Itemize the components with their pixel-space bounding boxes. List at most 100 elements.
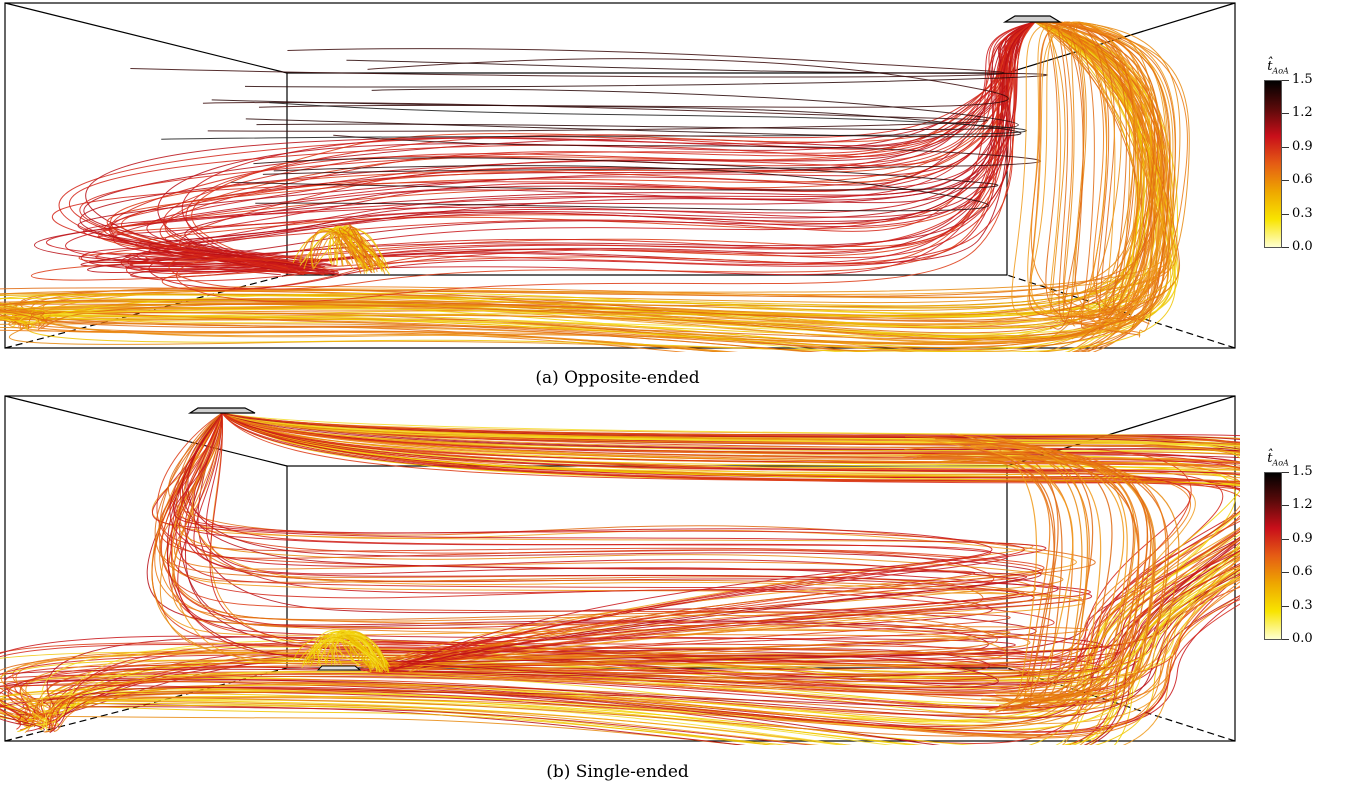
colorbar-tick-label: 0.0 [1292,631,1313,646]
colorbar-tick-label: 0.3 [1292,598,1313,613]
streamline [0,412,1240,733]
streamline [244,59,1048,88]
streamline [905,435,1152,707]
streamline [121,21,1036,262]
streamline [1074,21,1126,323]
streamline [187,412,1042,670]
streamline [1055,21,1144,327]
streamline [1055,21,1153,327]
streamline [172,412,1025,665]
colorbar-a: t̂AoA 1.5 1.2 0.9 0.6 0.3 0.0 [1258,59,1348,254]
streamline [173,412,1031,672]
streamline [0,412,1192,727]
streamline [19,412,1240,721]
streamline [0,412,1240,725]
streamline [314,233,365,266]
streamline [1045,21,1190,340]
streamline [181,21,1036,272]
streamline [168,21,1036,290]
streamline [1073,21,1168,322]
streamline [1054,21,1159,312]
streamline [306,632,381,670]
streamline [1028,21,1137,321]
streamline [0,21,1138,318]
streamline [1077,21,1118,316]
streamline [193,412,1091,672]
streamline [177,412,1064,673]
colorbar-tick-label: 0.9 [1292,531,1313,546]
streamline [256,88,1019,130]
streamline [0,21,1176,352]
room-wireframe [4,2,1236,349]
colorbar-title: t̂AoA [1267,59,1289,76]
streamline [230,157,999,191]
streamline [299,231,367,269]
streamline [1059,21,1181,322]
streamline [302,633,386,668]
streamline [959,446,1090,712]
streamline [916,455,1135,710]
streamline [1060,21,1176,329]
streamline [0,21,1168,313]
streamline [40,412,1240,731]
streamline [935,438,1113,701]
panel-b-diagram [0,395,1240,745]
streamline [950,440,1136,704]
streamline [175,412,1019,667]
streamline [148,21,1036,267]
colorbar-gradient [1264,80,1282,248]
streamline [166,412,999,689]
streamline [0,21,1145,314]
streamline [1048,21,1130,316]
streamline [170,412,1055,667]
streamline [1030,21,1143,321]
streamline [79,21,1036,274]
streamline [1042,21,1066,312]
streamline [330,635,385,669]
streamlines [0,412,1240,745]
streamline [174,412,1037,671]
streamline [167,412,1096,666]
streamline [88,21,1036,266]
streamline [258,58,1009,108]
streamline [1027,21,1096,315]
streamline [25,412,1240,715]
streamline [58,21,1036,272]
streamline [12,412,1240,727]
streamline [161,102,1027,140]
streamline [0,412,1240,725]
colorbar-tick-label: 0.6 [1292,564,1313,579]
streamline [973,446,1094,713]
streamline [110,21,1036,262]
streamline [176,412,1052,665]
streamline [1048,21,1155,321]
streamline [184,21,1036,268]
streamline [47,412,1240,716]
streamline [11,21,1142,313]
streamline [140,21,1036,275]
streamline [941,459,1180,696]
streamline [151,412,1067,683]
streamline [184,412,991,678]
streamline [921,453,1155,702]
streamline [145,21,1036,268]
streamline [1041,21,1188,317]
colorbar-tick-label: 0.9 [1292,139,1313,154]
streamline [904,446,1055,709]
streamline [173,412,993,672]
streamline [1063,21,1137,322]
streamline [0,21,1164,323]
streamline [120,21,1036,275]
colorbar-tick-label: 1.5 [1292,72,1313,87]
streamlines [0,21,1190,352]
streamline [83,21,1036,275]
streamline [109,21,1036,268]
streamline [1040,21,1084,330]
streamline [54,412,1240,730]
colorbar-tick-label: 1.2 [1292,497,1313,512]
streamline [95,21,1036,269]
streamline [0,21,1144,329]
streamline [998,445,1140,701]
streamline [957,452,1149,712]
streamline [191,412,1085,672]
